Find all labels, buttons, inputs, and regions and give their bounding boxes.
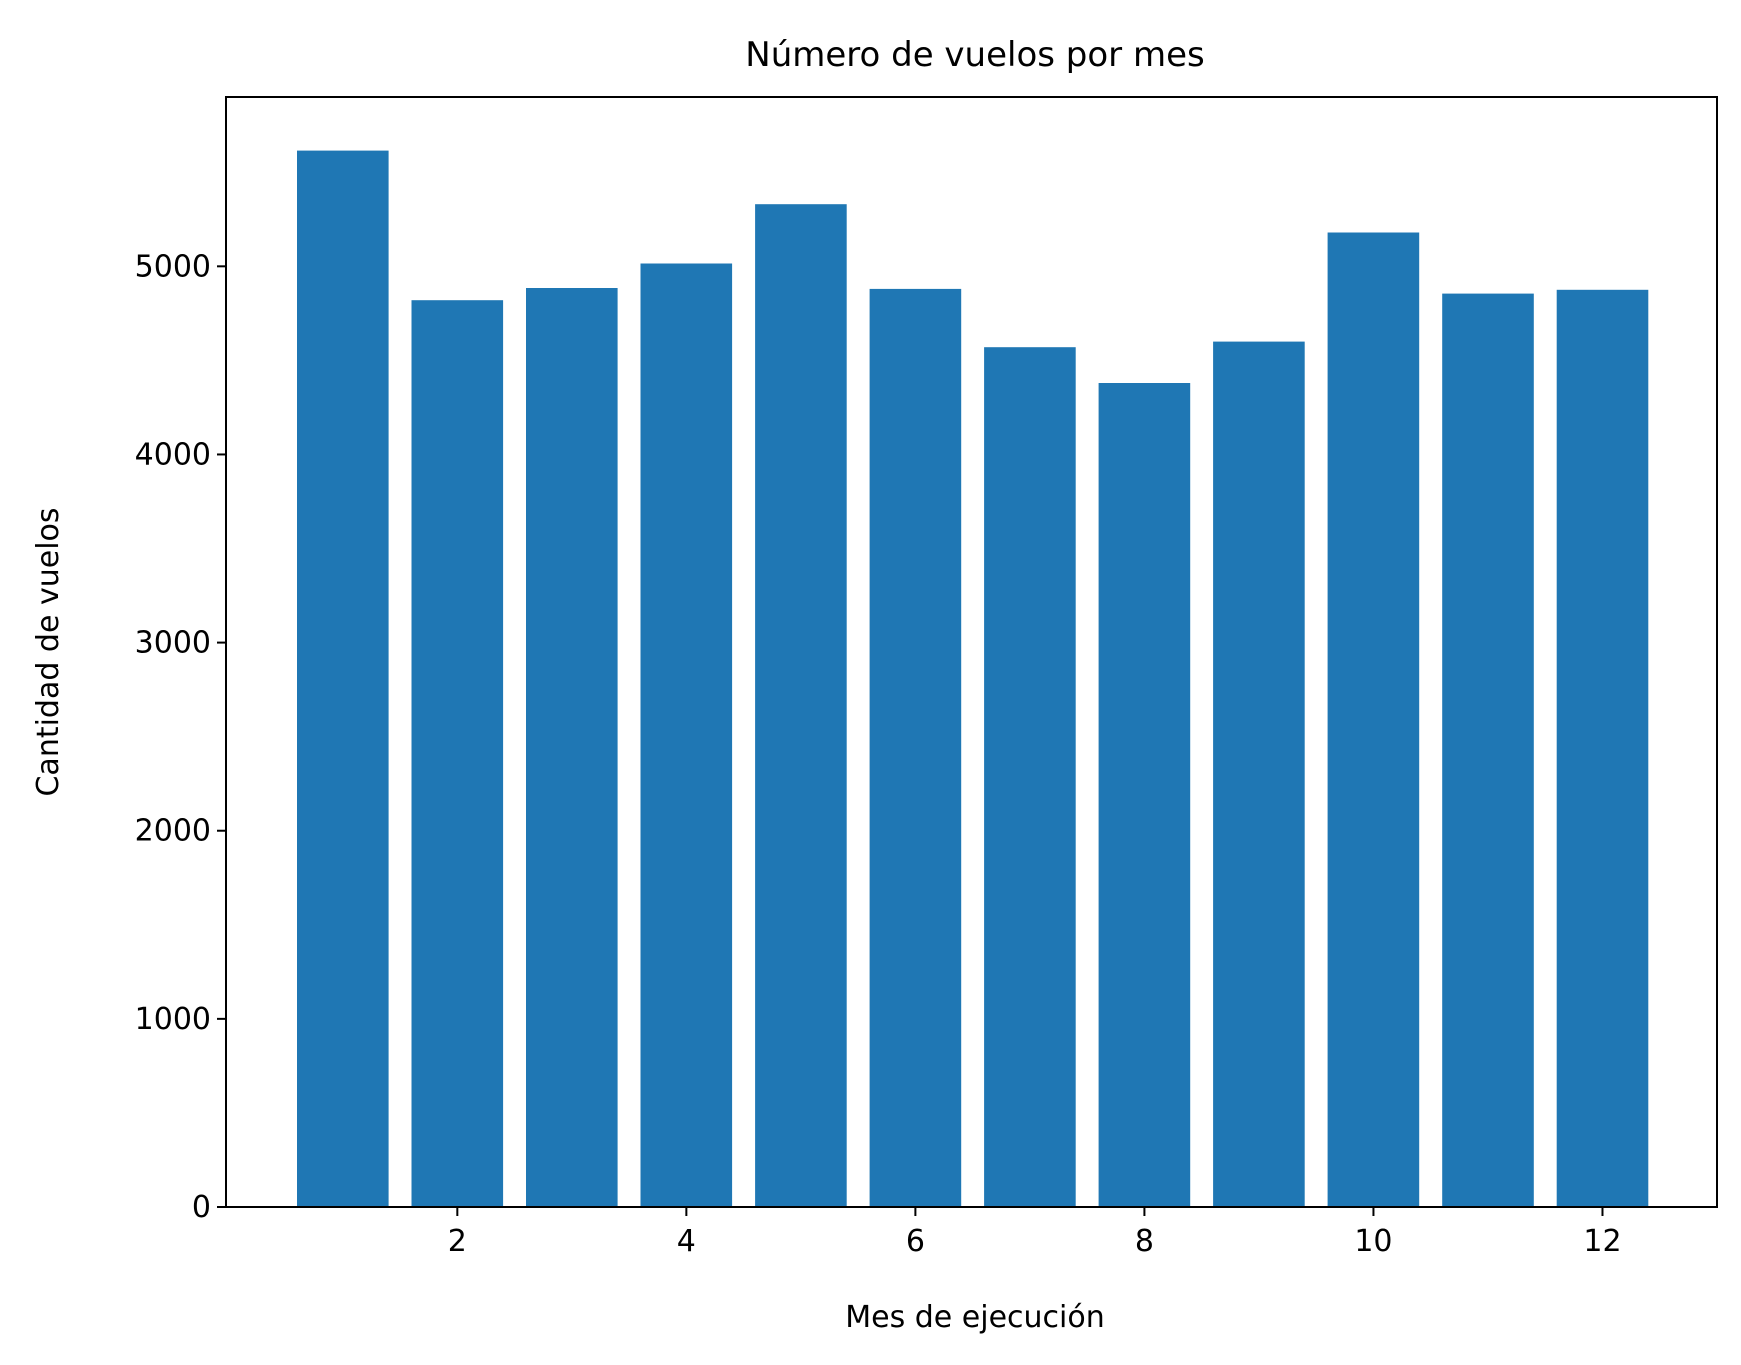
x-axis-label: Mes de ejecución xyxy=(845,1300,1105,1335)
bar-month-5 xyxy=(755,204,847,1207)
x-tick-label: 4 xyxy=(677,1224,696,1259)
chart-title: Número de vuelos por mes xyxy=(745,35,1204,75)
bar-month-6 xyxy=(869,288,962,1207)
y-tick-label: 5000 xyxy=(135,249,211,284)
x-tick-label: 10 xyxy=(1354,1224,1392,1259)
y-axis: 0 1000 2000 3000 4000 5000 xyxy=(135,249,226,1225)
bar-month-1 xyxy=(297,150,389,1208)
plot-frame xyxy=(225,96,1718,1208)
y-tick-label: 4000 xyxy=(135,437,211,472)
bar-month-9 xyxy=(1213,341,1305,1208)
bar-month-2 xyxy=(411,300,504,1207)
y-tick-label: 2000 xyxy=(135,814,211,849)
bar-month-10 xyxy=(1327,232,1420,1207)
bar-month-7 xyxy=(984,347,1076,1207)
x-tick-label: 8 xyxy=(1135,1224,1154,1259)
y-tick-label: 0 xyxy=(192,1190,211,1225)
bar-month-12 xyxy=(1556,289,1649,1207)
x-tick-label: 6 xyxy=(906,1224,925,1259)
y-tick-label: 3000 xyxy=(135,626,211,661)
bar-month-3 xyxy=(526,288,618,1207)
bars-group xyxy=(297,150,1649,1208)
bar-month-8 xyxy=(1098,383,1191,1207)
x-tick-label: 12 xyxy=(1583,1224,1621,1259)
x-tick-label: 2 xyxy=(448,1224,467,1259)
bar-month-4 xyxy=(640,263,733,1207)
bar-month-11 xyxy=(1442,293,1534,1208)
y-axis-label: Cantidad de vuelos xyxy=(31,507,66,796)
y-tick-label: 1000 xyxy=(135,1002,211,1037)
x-axis: 2 4 6 8 10 12 xyxy=(448,1207,1622,1259)
